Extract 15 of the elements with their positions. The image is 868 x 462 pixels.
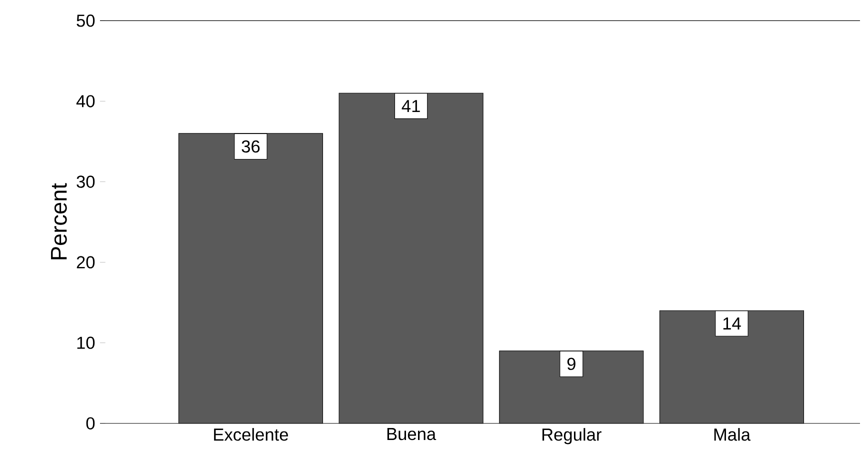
y-tick-label: 0 xyxy=(86,417,95,430)
data-label: 36 xyxy=(242,140,260,153)
x-tick-label: Regular xyxy=(542,428,602,444)
data-label: 9 xyxy=(567,358,576,370)
y-axis-title: Percent xyxy=(51,183,67,260)
x-tick-label: Mala xyxy=(714,428,751,441)
y-tick-label: 30 xyxy=(76,176,95,188)
y-tick-label: 50 xyxy=(76,14,95,27)
y-tick-label: 20 xyxy=(76,256,95,268)
y-tick-label: 10 xyxy=(77,336,95,349)
x-tick-label: Buena xyxy=(387,428,436,440)
data-label: 41 xyxy=(402,100,420,112)
y-tick-label: 40 xyxy=(76,95,95,108)
x-tick-label: Excelente xyxy=(214,428,288,441)
data-label: 14 xyxy=(723,318,741,330)
